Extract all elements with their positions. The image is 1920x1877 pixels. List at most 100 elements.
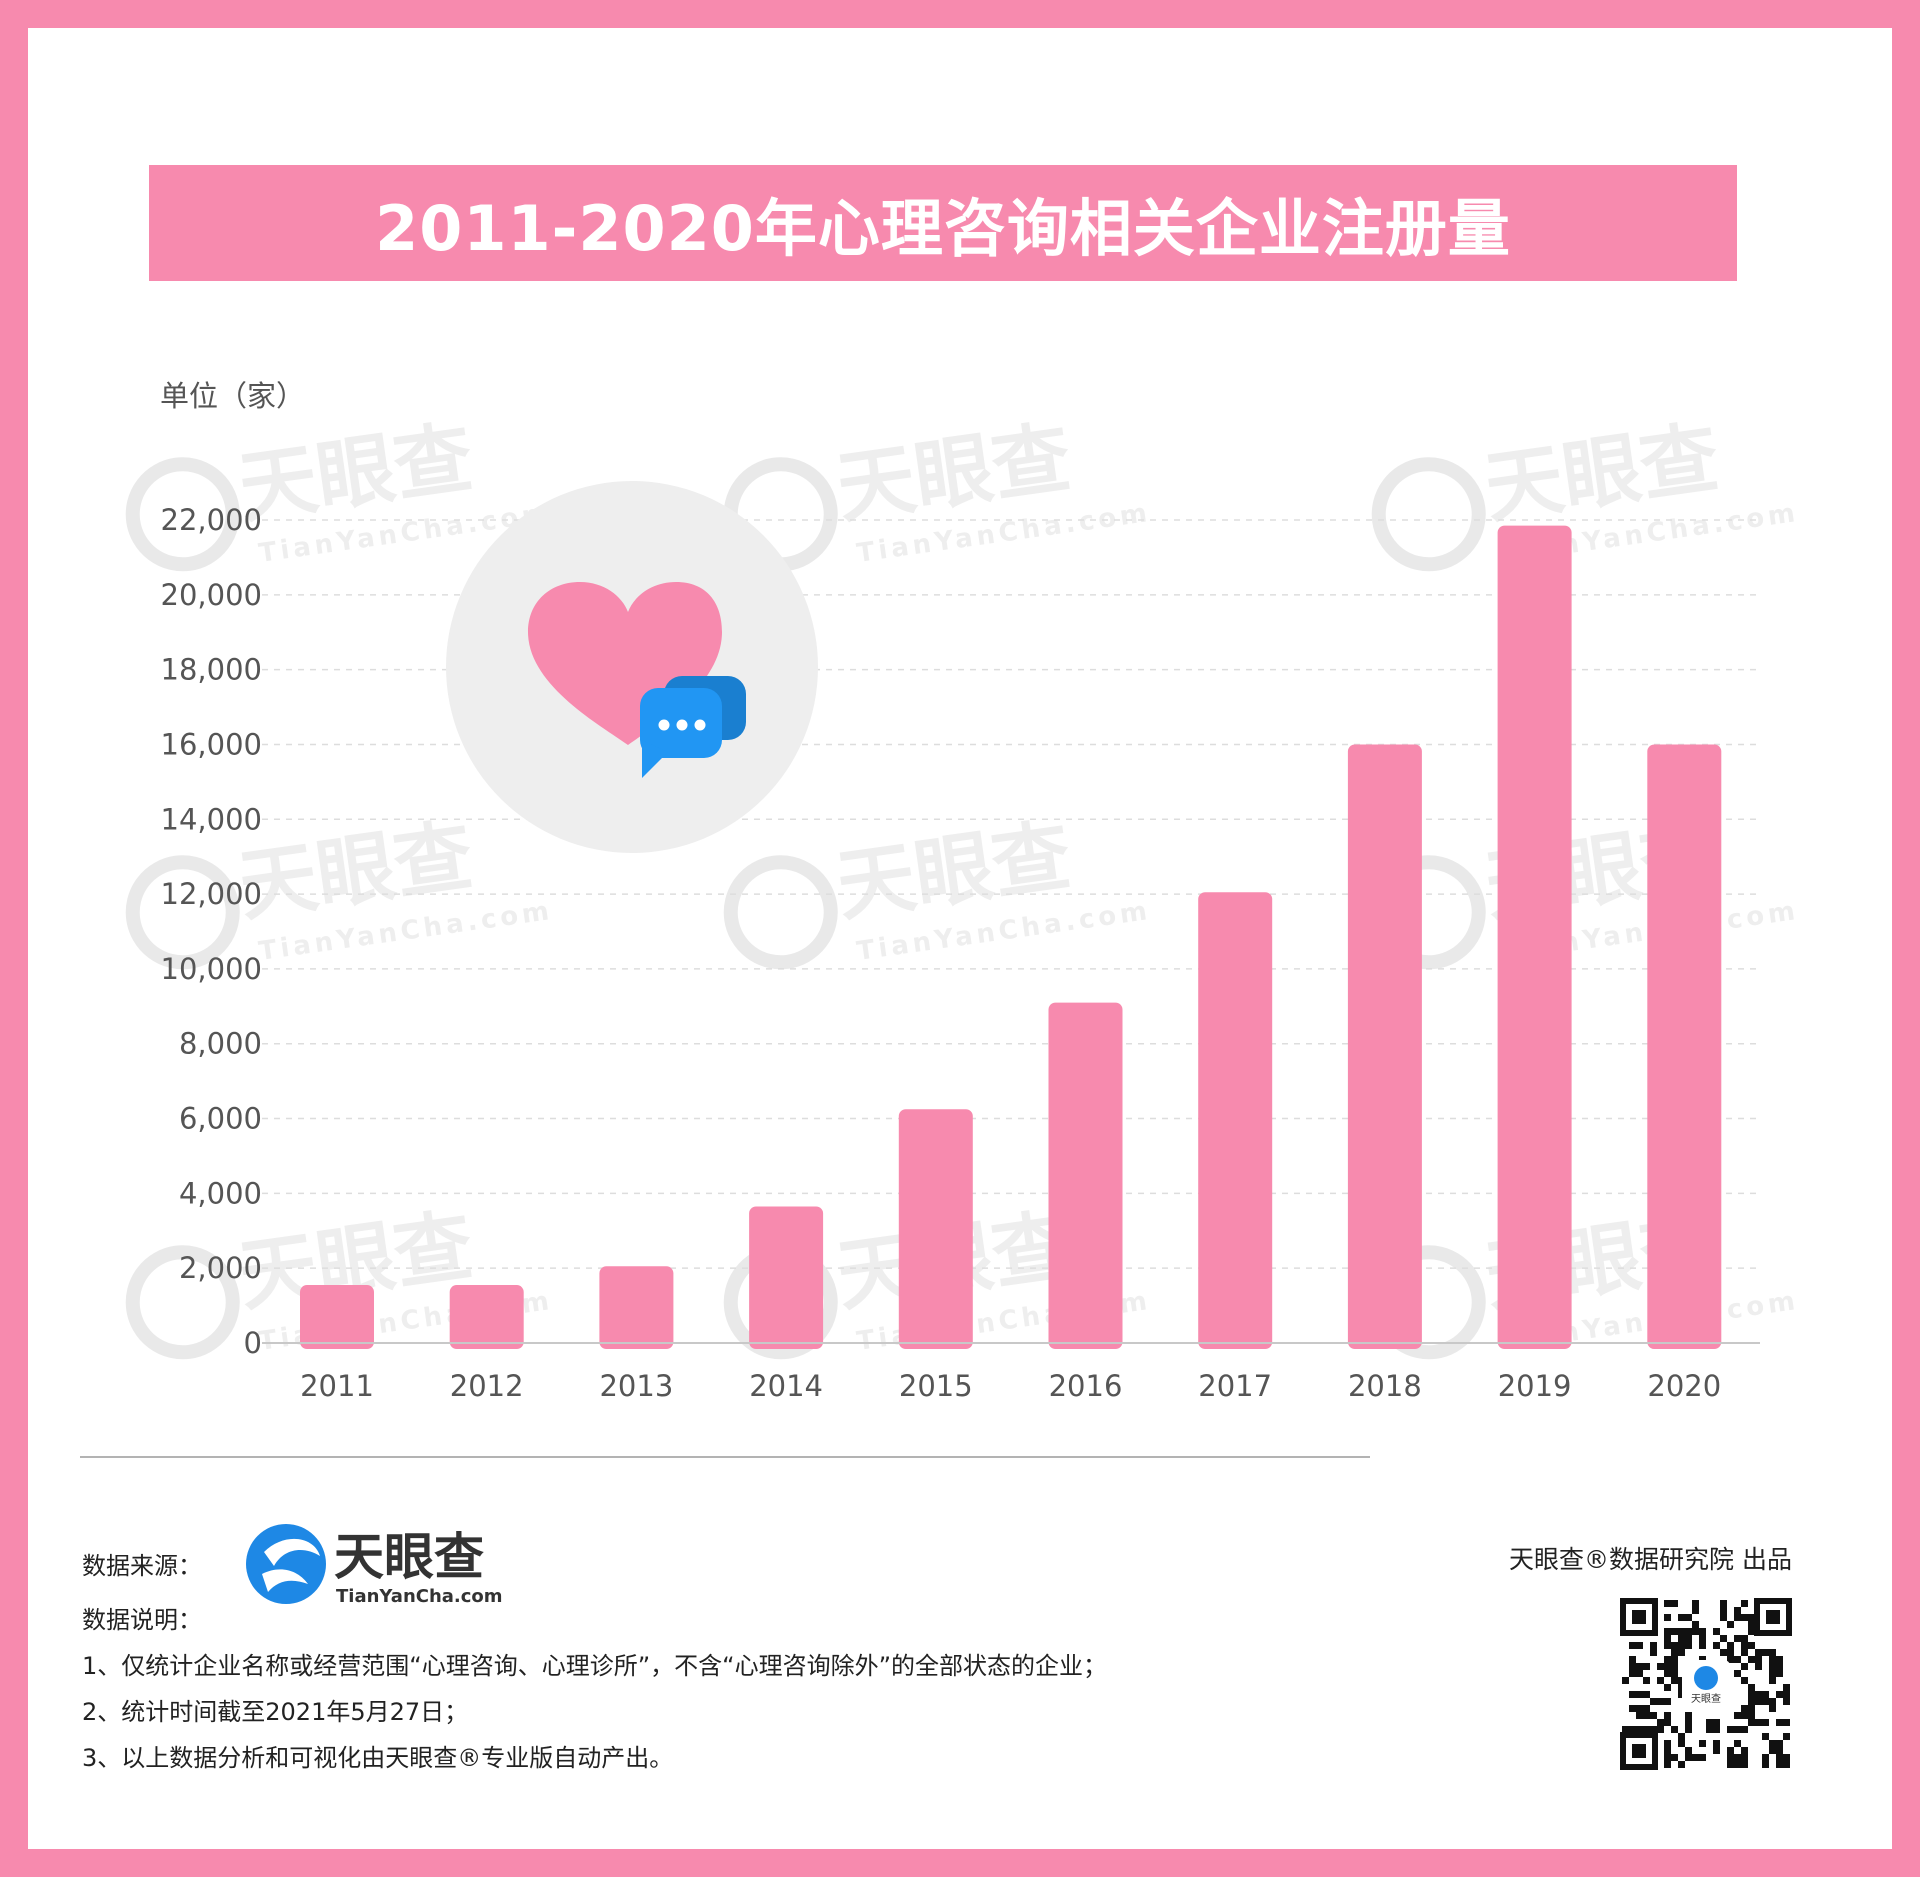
qr-module: [1657, 1698, 1664, 1705]
footer-divider: [80, 1456, 1370, 1458]
bars: [300, 525, 1722, 1349]
qr-module: [1762, 1698, 1769, 1705]
notes-title: 数据说明：: [82, 1606, 202, 1634]
qr-module: [1783, 1691, 1790, 1698]
qr-module: [1678, 1733, 1685, 1740]
logo-brand-text: 天眼查: [334, 1528, 484, 1586]
bar: [1647, 744, 1722, 1349]
qr-module: [1741, 1677, 1748, 1684]
y-tick-label: 2,000: [179, 1251, 262, 1285]
qr-module: [1692, 1628, 1699, 1635]
title-banner: 2011-2020年心理咨询相关企业注册量: [149, 165, 1737, 281]
qr-module: [1713, 1740, 1720, 1747]
qr-module: [1762, 1733, 1769, 1740]
y-tick-label: 0: [244, 1326, 262, 1360]
qr-module: [1692, 1600, 1699, 1607]
qr-module: [1706, 1726, 1713, 1733]
qr-module: [1622, 1677, 1629, 1684]
qr-module: [1629, 1642, 1636, 1649]
qr-module: [1622, 1726, 1629, 1733]
qr-module: [1629, 1705, 1636, 1712]
qr-module: [1699, 1628, 1706, 1635]
qr-module: [1699, 1642, 1706, 1649]
qr-module: [1650, 1698, 1657, 1705]
qr-module: [1769, 1656, 1776, 1663]
qr-module: [1671, 1754, 1678, 1761]
qr-module: [1769, 1663, 1776, 1670]
qr-module: [1713, 1726, 1720, 1733]
bar: [599, 1266, 674, 1349]
qr-module: [1629, 1726, 1636, 1733]
qr-module: [1783, 1698, 1790, 1705]
qr-module: [1734, 1740, 1741, 1747]
qr-module: [1678, 1635, 1685, 1642]
qr-module: [1678, 1740, 1685, 1747]
qr-module: [1783, 1761, 1790, 1768]
qr-module: [1664, 1642, 1671, 1649]
qr-code-icon: 天眼查: [1620, 1598, 1792, 1770]
qr-module: [1727, 1656, 1734, 1663]
bar: [1198, 892, 1273, 1349]
qr-module: [1678, 1761, 1685, 1768]
qr-module: [1713, 1719, 1720, 1726]
qr-module: [1671, 1726, 1678, 1733]
qr-module: [1636, 1642, 1643, 1649]
qr-module: [1734, 1614, 1741, 1621]
qr-module: [1776, 1754, 1783, 1761]
qr-module: [1650, 1649, 1657, 1656]
unit-label: 单位（家）: [160, 379, 305, 413]
qr-module: [1643, 1712, 1650, 1719]
bar: [1347, 744, 1422, 1349]
qr-module: [1678, 1691, 1685, 1698]
y-axis-ticks: 0 2,000 4,000 6,000 8,000 10,000 12,000 14,000 1…: [161, 503, 262, 1360]
qr-module: [1727, 1726, 1734, 1733]
qr-module: [1713, 1747, 1720, 1754]
qr-module: [1685, 1635, 1692, 1642]
poster-frame: [28, 28, 1892, 1849]
qr-module: [1664, 1754, 1671, 1761]
qr-module: [1650, 1712, 1657, 1719]
note-line: 2、统计时间截至2021年5月27日；: [82, 1698, 469, 1726]
qr-module: [1762, 1691, 1769, 1698]
qr-module: [1692, 1607, 1699, 1614]
qr-module: [1678, 1628, 1685, 1635]
qr-module: [1755, 1663, 1762, 1670]
qr-module: [1741, 1726, 1748, 1733]
qr-module: [1671, 1656, 1678, 1663]
qr-module: [1685, 1712, 1692, 1719]
qr-module: [1664, 1663, 1671, 1670]
qr-module: [1776, 1747, 1783, 1754]
qr-module: [1734, 1761, 1741, 1768]
qr-module: [1769, 1705, 1776, 1712]
qr-module: [1664, 1684, 1671, 1691]
x-tick-label: 2018: [1348, 1369, 1422, 1403]
qr-module: [1657, 1726, 1664, 1733]
qr-module: [1748, 1656, 1755, 1663]
qr-module: [1643, 1726, 1650, 1733]
qr-module: [1769, 1670, 1776, 1677]
watermark-logo-icon: [1371, 457, 1486, 572]
qr-module: [1762, 1719, 1769, 1726]
qr-module: [1678, 1677, 1685, 1684]
qr-module: [1706, 1719, 1713, 1726]
qr-module: [1748, 1684, 1755, 1691]
qr-module: [1776, 1691, 1783, 1698]
y-tick-label: 4,000: [179, 1176, 262, 1210]
qr-module: [1776, 1719, 1783, 1726]
bar: [1048, 1002, 1123, 1349]
qr-module: [1755, 1649, 1762, 1656]
qr-module: [1783, 1754, 1790, 1761]
qr-module: [1636, 1663, 1643, 1670]
qr-module: [1685, 1726, 1692, 1733]
qr-module: [1643, 1663, 1650, 1670]
qr-module: [1748, 1705, 1755, 1712]
y-tick-label: 18,000: [161, 653, 262, 687]
qr-module: [1734, 1712, 1741, 1719]
qr-module: [1685, 1719, 1692, 1726]
qr-module: [1734, 1754, 1741, 1761]
qr-module: [1664, 1670, 1671, 1677]
y-tick-label: 12,000: [161, 877, 262, 911]
bar: [1497, 525, 1572, 1349]
qr-module: [1650, 1726, 1657, 1733]
qr-module: [1741, 1642, 1748, 1649]
